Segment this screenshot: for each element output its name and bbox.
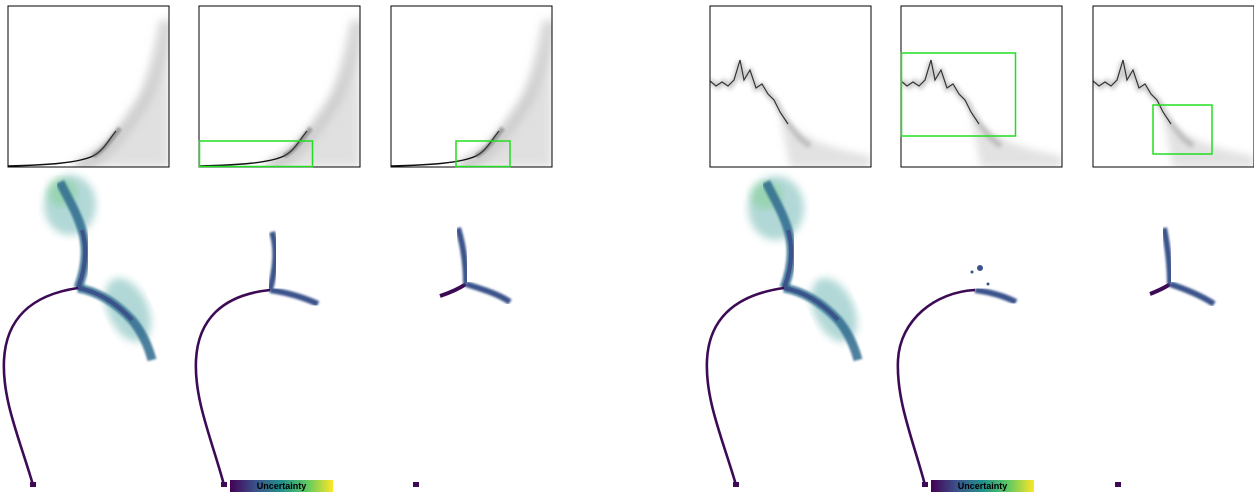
right-trajectory-zoom-1 (896, 265, 1018, 487)
colorbar-label: Uncertainty (257, 481, 307, 491)
highlight-box (900, 52, 1017, 137)
left-density-panel-full (7, 5, 170, 168)
left-trajectory-full (2, 175, 157, 487)
right-colorbar: Uncertainty (931, 480, 1034, 492)
left-density-panel-zoom-2 (390, 5, 553, 168)
right-density-panel-zoom-2 (1092, 5, 1254, 168)
left-density-panel-zoom-1 (198, 5, 361, 168)
left-trajectory-zoom-1 (194, 231, 320, 487)
highlight-box (1152, 104, 1213, 155)
right-density-panel-full (709, 5, 872, 168)
colorbar-label: Uncertainty (958, 481, 1008, 491)
origin-marker (413, 482, 419, 487)
left-colorbar: Uncertainty (230, 480, 333, 492)
right-trajectory-zoom-2 (1115, 227, 1216, 487)
origin-marker (733, 482, 739, 487)
right-trajectory-full (705, 176, 863, 487)
origin-marker (1115, 482, 1121, 487)
left-trajectory-zoom-2 (413, 227, 512, 487)
origin-marker (922, 482, 928, 487)
origin-marker (30, 482, 36, 487)
highlight-box (455, 140, 511, 168)
highlight-box (198, 140, 314, 168)
right-density-panel-zoom-1 (900, 5, 1063, 168)
origin-marker (221, 482, 227, 487)
